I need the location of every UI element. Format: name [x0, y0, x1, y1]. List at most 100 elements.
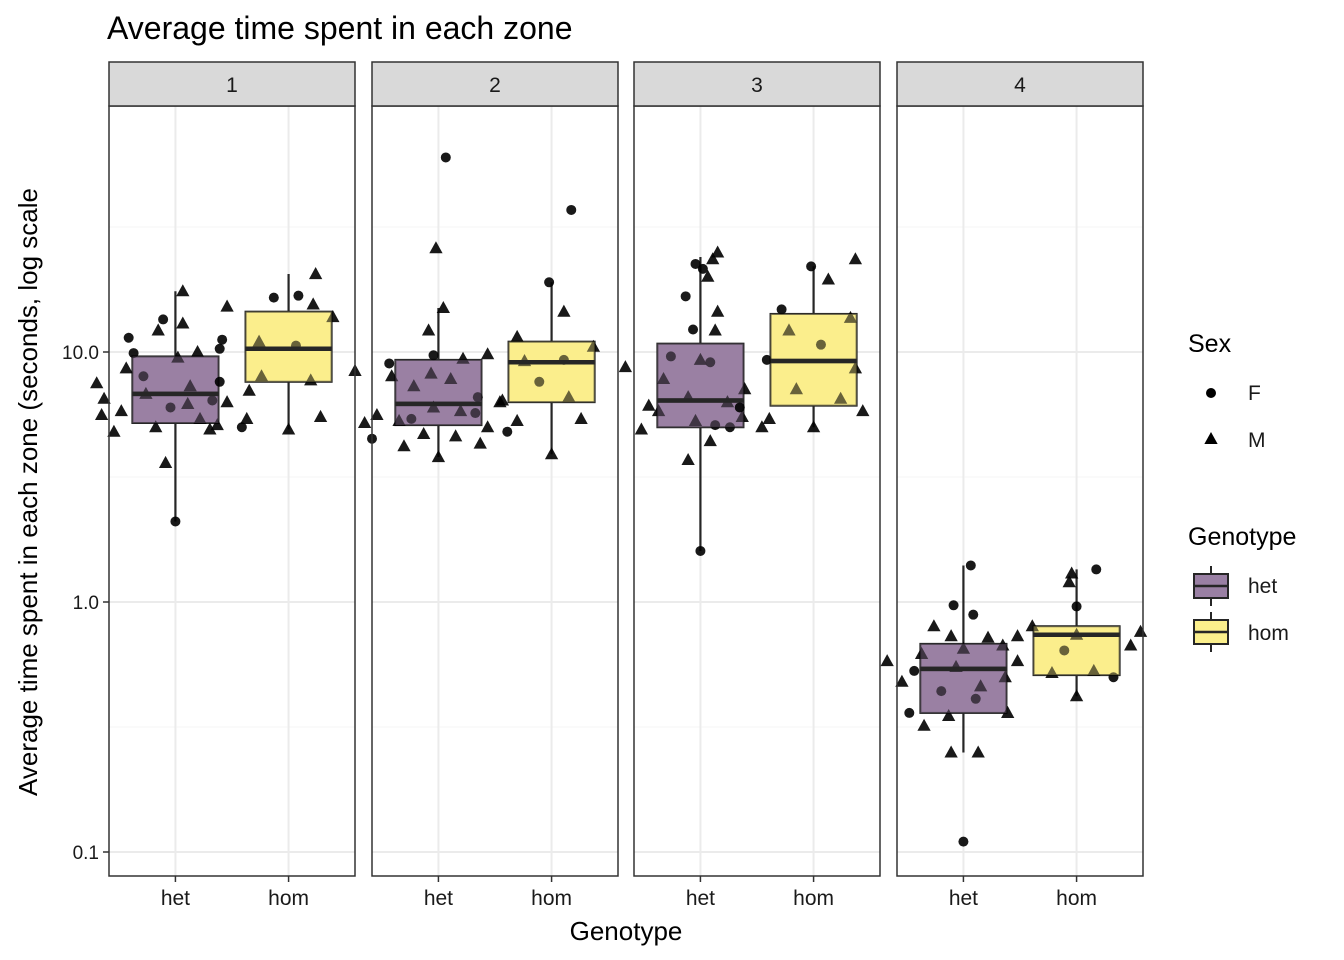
facet-panels: het hom 1 het hom 2 het hom 3 het hom 4: [90, 61, 1148, 910]
x-tick-label: het: [161, 887, 190, 910]
box-overlay: [657, 343, 744, 428]
facet-strip: [371, 61, 619, 107]
data-point-male: [436, 300, 450, 314]
data-point-male: [703, 434, 717, 447]
data-point-female: [406, 413, 417, 424]
x-tick-label: hom: [268, 887, 309, 910]
data-point-male: [1087, 663, 1101, 676]
data-point-female: [214, 343, 225, 354]
data-point-male: [242, 383, 256, 396]
data-point-male: [618, 360, 633, 373]
data-point-male: [429, 241, 443, 254]
data-point-female: [217, 334, 228, 345]
data-point-female: [665, 351, 676, 362]
data-point-female: [695, 545, 706, 556]
data-point-female: [268, 292, 279, 303]
facet-strip: [633, 61, 881, 107]
data-point-male: [370, 407, 384, 420]
box-group-het: [634, 245, 769, 556]
data-point-male: [426, 400, 441, 413]
data-point-male: [424, 366, 438, 379]
data-point-male: [574, 411, 588, 424]
legend-genotype-title: Genotype: [1188, 523, 1296, 551]
x-axis-title: Genotype: [570, 916, 683, 946]
data-point-male: [417, 426, 431, 440]
data-point-female: [806, 261, 817, 272]
data-point-male: [762, 411, 776, 424]
data-point-male: [710, 304, 725, 317]
legend-key-circle-icon: [1206, 388, 1216, 398]
data-point-male: [1133, 624, 1148, 637]
data-point-female: [710, 420, 721, 431]
data-point-female: [544, 277, 555, 288]
data-point-female: [293, 290, 304, 301]
data-point-male: [998, 670, 1012, 683]
data-point-male: [1124, 638, 1138, 651]
box-group-het: [357, 152, 513, 463]
x-tick-label: hom: [793, 887, 834, 910]
data-point-male: [755, 420, 769, 433]
data-point-female: [680, 291, 691, 302]
data-point-male: [281, 422, 296, 435]
data-point-male: [480, 420, 495, 433]
data-point-male: [681, 452, 695, 465]
data-point-male: [181, 396, 195, 409]
data-point-male: [848, 361, 863, 374]
data-point-male: [306, 297, 320, 310]
data-point-male: [821, 272, 835, 285]
box-group-hom: [495, 204, 633, 460]
data-point-male: [634, 422, 649, 435]
box-hom: [507, 340, 596, 404]
data-point-female: [970, 693, 981, 704]
data-point-female: [968, 609, 979, 620]
facet-strip-label: 2: [489, 74, 501, 97]
data-point-female: [697, 263, 708, 274]
x-tick-label: hom: [1056, 887, 1097, 910]
x-tick-label: het: [424, 887, 453, 910]
data-point-male: [856, 404, 870, 417]
legend-sex-title: Sex: [1188, 330, 1232, 358]
data-point-female: [909, 665, 920, 676]
data-point-male: [782, 323, 796, 336]
data-point-male: [456, 351, 470, 364]
data-point-male: [158, 455, 173, 468]
data-point-male: [927, 619, 941, 632]
data-point-male: [444, 371, 458, 385]
data-point-male: [240, 411, 254, 424]
data-point-female: [904, 707, 915, 718]
data-point-female: [965, 560, 976, 571]
data-point-female: [1059, 645, 1070, 656]
facet-strip-label: 1: [226, 74, 238, 97]
legend-key-het: [1193, 566, 1229, 606]
data-point-female: [958, 836, 969, 847]
data-point-female: [705, 357, 716, 368]
data-point-female: [761, 354, 772, 365]
y-axis-title: Average time spent in each zone (seconds…: [13, 188, 43, 796]
x-tick-label: hom: [531, 887, 572, 910]
data-point-male: [151, 323, 165, 336]
data-point-female: [566, 204, 577, 215]
data-point-male: [996, 638, 1010, 651]
data-point-female: [440, 152, 451, 163]
data-point-male: [176, 284, 190, 297]
data-point-male: [97, 391, 111, 404]
data-point-male: [385, 369, 399, 382]
data-point-female: [936, 686, 947, 697]
data-point-female: [384, 358, 395, 369]
data-point-male: [453, 404, 468, 417]
data-point-female: [534, 376, 545, 387]
data-point-male: [942, 708, 956, 722]
data-point-male: [473, 436, 487, 449]
data-point-male: [843, 310, 858, 323]
box-group-het: [880, 560, 1025, 847]
data-point-male: [557, 304, 571, 317]
panel-background: [372, 106, 618, 876]
data-point-male: [397, 439, 411, 452]
y-tick-label: 10.0: [62, 343, 99, 364]
facet-strip-label: 4: [1014, 74, 1026, 97]
data-point-male: [90, 376, 104, 389]
data-point-female: [123, 332, 134, 343]
data-point-male: [421, 323, 436, 336]
data-point-male: [1010, 654, 1025, 667]
